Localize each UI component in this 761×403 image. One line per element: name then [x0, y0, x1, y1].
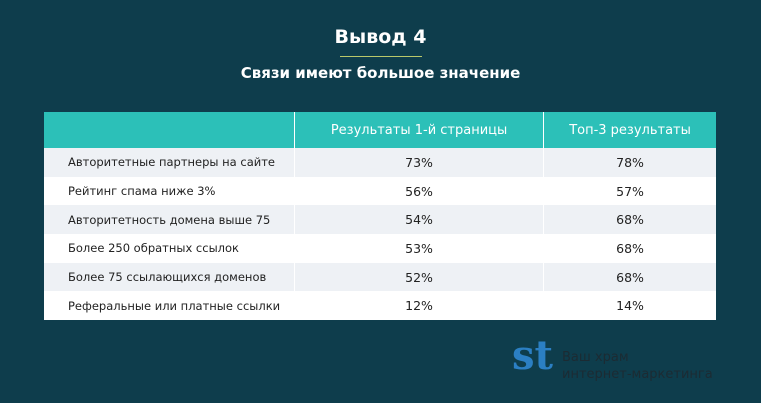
table: Результаты 1-й страницы Топ-3 результаты … [44, 112, 716, 321]
logo-text: интернет-маркетинга [562, 367, 713, 382]
value-cell: 68% [543, 234, 716, 263]
logo-mark: st [512, 332, 553, 379]
table-row: Более 75 ссылающихся доменов 52% 68% [44, 262, 716, 292]
header-cell [44, 112, 295, 148]
row-label: Рейтинг спама ниже 3% [44, 176, 295, 206]
header-cell: Топ-3 результаты [543, 112, 716, 148]
table-row: Авторитетность домена выше 75 54% 68% [44, 205, 716, 235]
row-label: Более 75 ссылающихся доменов [44, 262, 295, 292]
header-row: Результаты 1-й страницы Топ-3 результаты [44, 112, 716, 148]
title-underline [340, 56, 422, 57]
value-cell: 14% [543, 291, 716, 321]
value-cell: 68% [543, 262, 716, 292]
row-label: Авторитетные партнеры на сайте [44, 148, 295, 177]
subtitle: Связи имеют большое значение [240, 64, 521, 82]
value-cell: 12% [293, 291, 544, 321]
row-label: Авторитетность домена выше 75 [44, 205, 295, 235]
value-cell: 73% [293, 148, 544, 177]
table-row: Авторитетные партнеры на сайте 73% 78% [44, 148, 716, 177]
value-cell: 57% [543, 176, 716, 206]
value-cell: 68% [543, 205, 716, 235]
value-cell: 53% [293, 234, 544, 263]
table-row: Реферальные или платные ссылки 12% 14% [44, 291, 716, 321]
row-label: Более 250 обратных ссылок [44, 234, 295, 263]
header-cell: Результаты 1-й страницы [293, 112, 544, 148]
logo-text: Ваш храм [562, 350, 629, 365]
value-cell: 78% [543, 148, 716, 177]
value-cell: 54% [293, 205, 544, 235]
table-row: Рейтинг спама ниже 3% 56% 57% [44, 176, 716, 206]
title: Вывод 4 [334, 26, 427, 48]
value-cell: 52% [293, 262, 544, 292]
row-label: Реферальные или платные ссылки [44, 291, 295, 321]
table-row: Более 250 обратных ссылок 53% 68% [44, 234, 716, 263]
value-cell: 56% [293, 176, 544, 206]
